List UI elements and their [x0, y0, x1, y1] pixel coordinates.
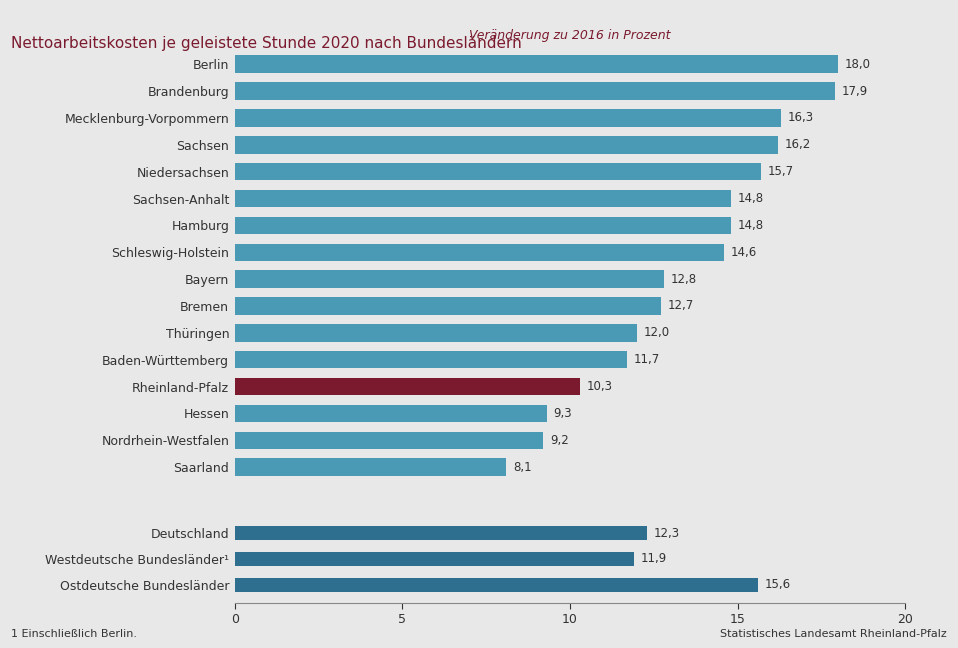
Text: 12,0: 12,0 — [644, 327, 670, 340]
Text: 9,3: 9,3 — [553, 407, 572, 420]
Bar — [235, 190, 731, 207]
Text: 11,9: 11,9 — [640, 552, 667, 566]
Bar — [235, 378, 580, 395]
Bar — [235, 136, 778, 154]
Bar — [235, 324, 637, 341]
Text: 12,3: 12,3 — [653, 527, 680, 540]
Bar — [235, 577, 758, 592]
Text: 8,1: 8,1 — [513, 461, 532, 474]
Text: 15,6: 15,6 — [764, 578, 790, 591]
Bar — [235, 244, 724, 261]
Bar — [235, 56, 838, 73]
Text: Veränderung zu 2016 in Prozent: Veränderung zu 2016 in Prozent — [469, 29, 671, 42]
Text: 1 Einschließlich Berlin.: 1 Einschließlich Berlin. — [11, 629, 138, 638]
Bar — [235, 432, 543, 449]
Text: 18,0: 18,0 — [845, 58, 871, 71]
Bar — [235, 552, 633, 566]
Bar — [235, 270, 664, 288]
Text: 9,2: 9,2 — [550, 434, 569, 447]
Bar — [235, 216, 731, 234]
Bar — [235, 297, 660, 315]
Text: 14,8: 14,8 — [738, 219, 764, 232]
Text: 16,3: 16,3 — [787, 111, 814, 124]
Bar — [235, 459, 506, 476]
Text: Nettoarbeitskosten je geleistete Stunde 2020 nach Bundesländern: Nettoarbeitskosten je geleistete Stunde … — [11, 36, 522, 51]
Bar — [235, 82, 834, 100]
Bar — [235, 109, 781, 126]
Text: 11,7: 11,7 — [633, 353, 660, 366]
Text: 16,2: 16,2 — [785, 138, 810, 151]
Text: 15,7: 15,7 — [767, 165, 794, 178]
Text: 10,3: 10,3 — [586, 380, 613, 393]
Text: 14,6: 14,6 — [731, 246, 757, 259]
Bar — [235, 163, 761, 180]
Text: Statistisches Landesamt Rheinland-Pfalz: Statistisches Landesamt Rheinland-Pfalz — [719, 629, 947, 638]
Bar — [235, 526, 647, 540]
Bar — [235, 405, 546, 422]
Text: 12,7: 12,7 — [667, 299, 694, 312]
Text: 14,8: 14,8 — [738, 192, 764, 205]
Text: 17,9: 17,9 — [841, 84, 868, 98]
Bar — [235, 351, 627, 369]
Text: 12,8: 12,8 — [671, 273, 696, 286]
